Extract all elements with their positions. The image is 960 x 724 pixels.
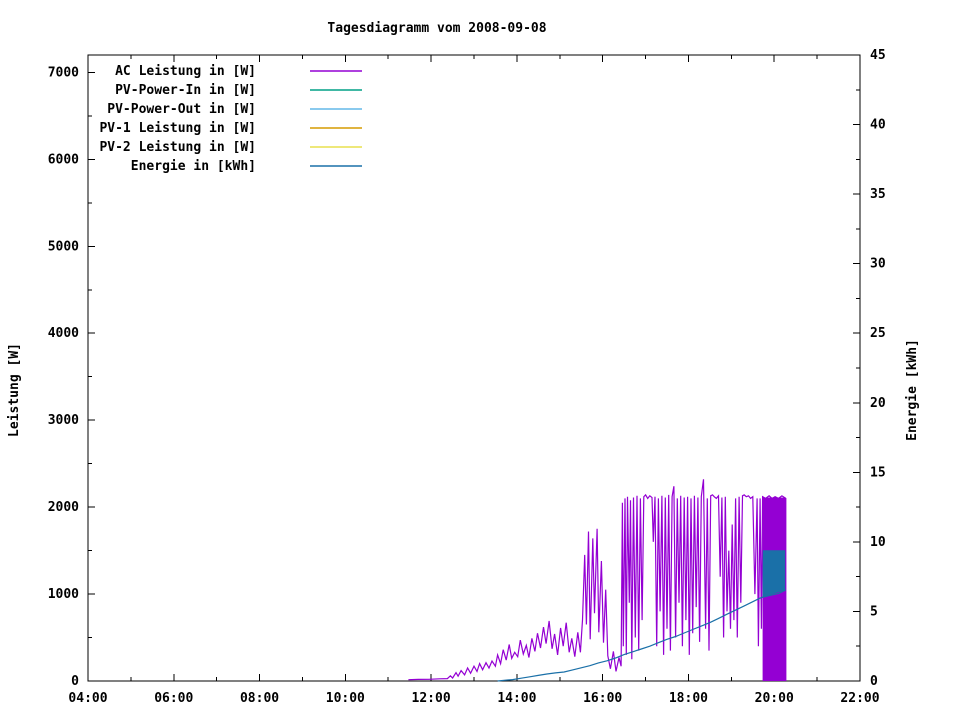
legend-label: PV-2 Leistung in [W] (99, 140, 256, 155)
y-right-tick-label: 0 (870, 674, 878, 689)
x-tick-label: 18:00 (669, 691, 708, 706)
y-right-tick-label: 45 (870, 48, 886, 63)
x-tick-label: 12:00 (412, 691, 451, 706)
y-right-tick-label: 5 (870, 604, 878, 619)
y-right-tick-label: 25 (870, 326, 886, 341)
x-tick-label: 14:00 (497, 691, 536, 706)
series-line-energie (497, 589, 787, 682)
y-right-tick-label: 20 (870, 396, 886, 411)
x-tick-label: 06:00 (154, 691, 193, 706)
y-axis-left-label: Leistung [W] (7, 343, 22, 437)
legend-item: PV-1 Leistung in [W] (99, 121, 362, 136)
energie-burst-fill (762, 550, 786, 598)
legend-item: AC Leistung in [W] (115, 64, 362, 79)
y-left-tick-label: 6000 (48, 152, 79, 167)
y-axis-right-label: Energie [kWh] (905, 339, 920, 441)
series-line-ac (408, 479, 787, 681)
y-left-tick-label: 3000 (48, 413, 79, 428)
series-burst-fills (762, 497, 786, 681)
x-tick-label: 08:00 (240, 691, 279, 706)
y-right-tick-label: 35 (870, 187, 886, 202)
y-left-tick-label: 2000 (48, 500, 79, 515)
series-lines (408, 479, 787, 682)
legend-label: AC Leistung in [W] (115, 64, 256, 79)
axis-ticks (87, 54, 861, 682)
y-left-tick-label: 4000 (48, 326, 79, 341)
legend-item: Energie in [kWh] (131, 159, 362, 174)
legend: AC Leistung in [W] PV-Power-In in [W] PV-P… (99, 64, 362, 174)
x-tick-label: 04:00 (68, 691, 107, 706)
y-right-tick-label: 30 (870, 257, 886, 272)
y-right-tick-label: 15 (870, 465, 886, 480)
y-left-tick-label: 0 (71, 674, 79, 689)
legend-label: PV-Power-Out in [W] (107, 102, 256, 117)
legend-label: Energie in [kWh] (131, 159, 256, 174)
y-left-tick-label: 5000 (48, 239, 79, 254)
chart-title: Tagesdiagramm vom 2008-09-08 (327, 21, 546, 36)
legend-label: PV-Power-In in [W] (115, 83, 256, 98)
axis-tick-labels: 04:00 06:00 08:00 10:00 12:00 14:00 16:00 18:00… (48, 48, 886, 706)
legend-item: PV-Power-Out in [W] (107, 102, 362, 117)
x-tick-label: 16:00 (583, 691, 622, 706)
x-tick-label: 10:00 (326, 691, 365, 706)
y-left-tick-label: 1000 (48, 587, 79, 602)
x-tick-label: 22:00 (840, 691, 879, 706)
x-tick-label: 20:00 (755, 691, 794, 706)
y-right-tick-label: 10 (870, 535, 886, 550)
legend-item: PV-2 Leistung in [W] (99, 140, 362, 155)
legend-item: PV-Power-In in [W] (115, 83, 362, 98)
y-left-tick-label: 7000 (48, 65, 79, 80)
y-right-tick-label: 40 (870, 118, 886, 133)
legend-label: PV-1 Leistung in [W] (99, 121, 256, 136)
